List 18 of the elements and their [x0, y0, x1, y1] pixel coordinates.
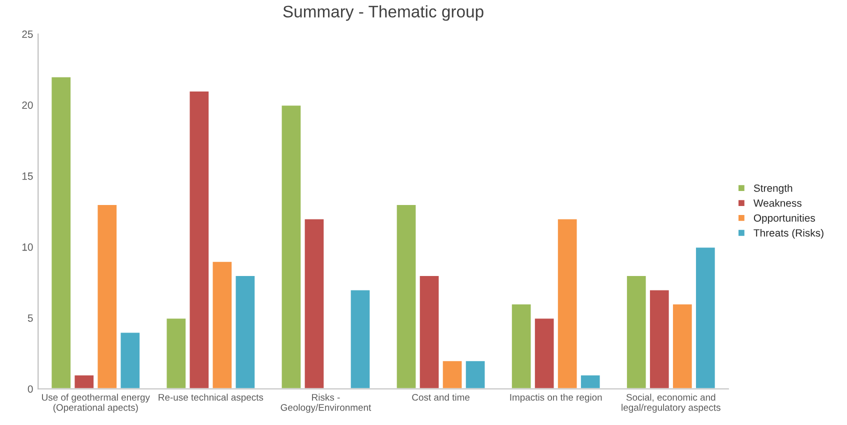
legend-label: Opportunities — [754, 214, 815, 224]
y-tick-label: 20 — [22, 101, 33, 109]
legend-label: Strength — [754, 184, 792, 194]
x-tick-label: Impactis on the region — [510, 394, 602, 403]
y-tick-label: 15 — [22, 172, 33, 180]
x-tick-label: Re-use technical aspects — [158, 394, 264, 403]
x-tick-label: Cost and time — [412, 394, 470, 401]
legend-label: Weakness — [753, 199, 802, 207]
y-tick-label: 10 — [22, 243, 33, 251]
x-tick-label: Social, economic and legal/regulatory aspects — [622, 394, 720, 413]
y-tick-label: 25 — [22, 30, 33, 38]
x-tick-label: Use of geothermal energy (Operational apects) — [42, 394, 150, 413]
legend-label: Threats (Risks) — [754, 228, 824, 239]
chart-title: Summary - Thematic group — [283, 5, 484, 21]
y-tick-label: 0 — [28, 385, 33, 393]
x-tick-label: Risks - Geology/Environment — [280, 394, 372, 413]
y-tick-label: 5 — [28, 314, 33, 322]
bar — [349, 288, 372, 389]
